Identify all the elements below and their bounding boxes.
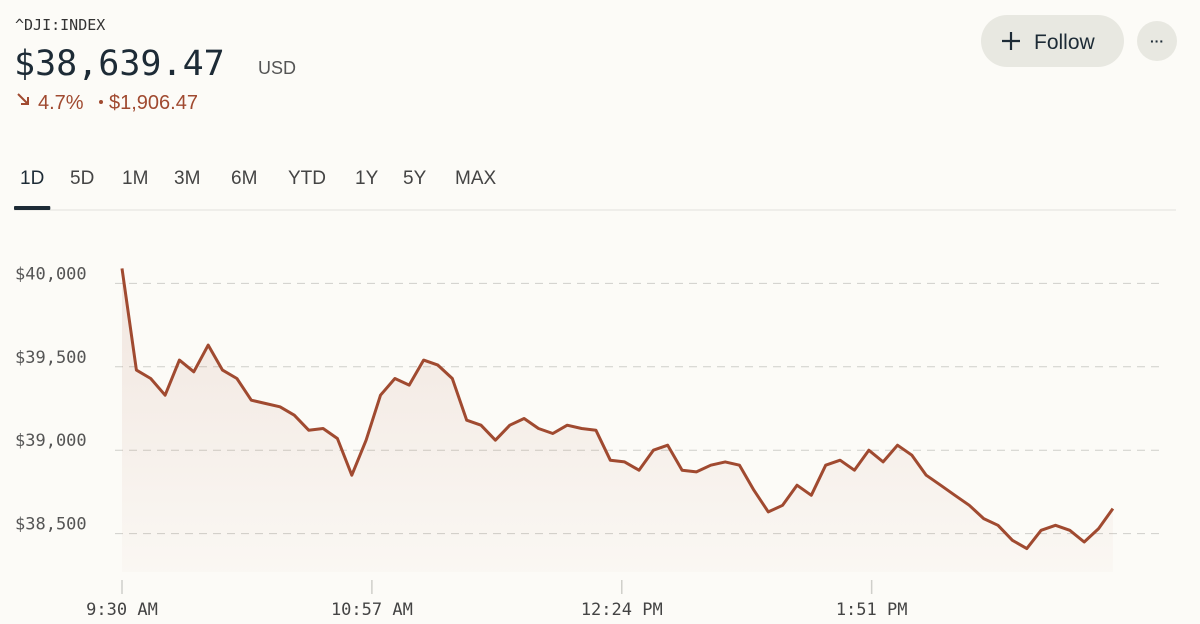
plot: $38,500 $39,000 $39,500 $40,000 9:30 AM 10:57… [15, 264, 1165, 620]
down-arrow [17, 93, 29, 105]
y-tick-label: $39,000 [15, 431, 87, 451]
active-tab-underline [14, 206, 51, 210]
currency: USD [258, 58, 296, 78]
tab[interactable]: MAX [455, 168, 497, 189]
tab[interactable]: 1D [20, 168, 44, 189]
tab[interactable]: YTD [288, 168, 326, 189]
symbol: ^DJI:INDEX [15, 16, 105, 34]
tab[interactable]: 1M [122, 168, 148, 189]
change-amount: $1,906.47 [109, 92, 198, 114]
tab[interactable]: 5D [70, 168, 94, 189]
x-tick-label: 12:24 PM [581, 600, 663, 620]
change-percent: 4.7% [38, 92, 84, 114]
x-tick-label: 1:51 PM [836, 600, 908, 620]
tab[interactable]: 6M [231, 168, 257, 189]
tab[interactable]: 1Y [355, 168, 379, 189]
follow-button[interactable]: Follow [981, 15, 1124, 67]
plus-icon[interactable] [1002, 32, 1020, 50]
tabs: 1D 5D 1M 3M 6M YTD 1Y 5Y MAX [14, 168, 497, 210]
follow-label[interactable]: Follow [1034, 31, 1096, 54]
follow-bg[interactable] [981, 15, 1124, 67]
x-tick-label: 9:30 AM [86, 600, 158, 620]
y-tick-label: $39,500 [15, 348, 87, 368]
x-tick-label: 10:57 AM [331, 600, 413, 620]
y-tick-label: $40,000 [15, 264, 87, 284]
y-tick-label: $38,500 [15, 515, 87, 535]
price-line [120, 268, 1115, 551]
more-label[interactable]: ··· [1150, 33, 1164, 49]
more-bg[interactable] [1137, 21, 1177, 61]
more-button[interactable]: ··· [1137, 21, 1177, 61]
tab[interactable]: 3M [174, 168, 200, 189]
price: $38,639.47 [14, 44, 225, 84]
area [122, 268, 1113, 572]
separator-dot [99, 100, 103, 104]
tab[interactable]: 5Y [403, 168, 427, 189]
